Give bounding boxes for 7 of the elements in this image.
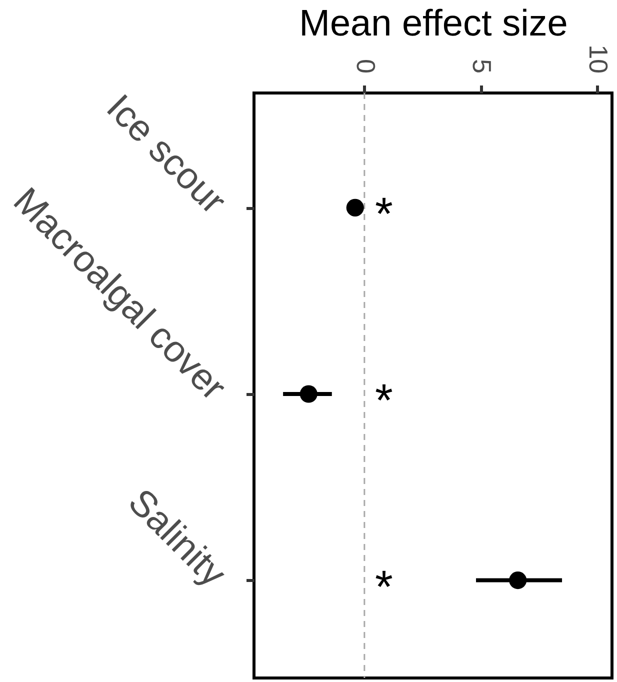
x-axis-title: Mean effect size [299,2,568,44]
x-tick-label: 0 [350,59,381,74]
x-tick-label: 10 [583,44,614,74]
annotation: * [375,374,394,426]
annotation: * [375,560,394,612]
x-tick-label: 5 [467,59,498,74]
annotation: * [375,188,394,240]
